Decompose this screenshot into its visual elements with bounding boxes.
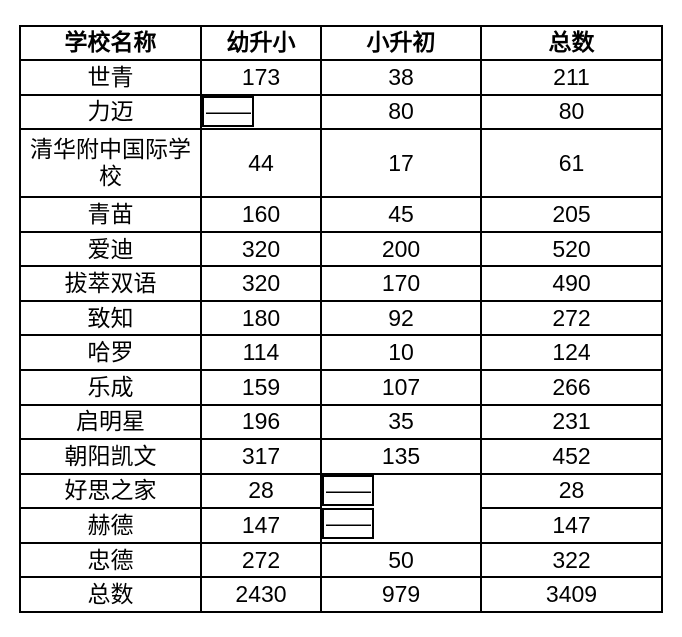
table-row: 赫德 147 —— 147: [19, 507, 663, 544]
cell-primary-to-middle: 135: [320, 438, 482, 475]
cell-primary-to-middle: ——: [322, 474, 374, 506]
cell-primary-to-middle: 35: [320, 403, 482, 441]
cell-school-name: 哈罗: [19, 334, 202, 372]
cell-school-name: 拔萃双语: [19, 265, 202, 302]
school-name-label: 启明星: [76, 408, 145, 435]
cell-school-name: 世青: [19, 59, 202, 96]
column-header-school: 学校名称: [19, 25, 202, 61]
cell-kinder-to-primary: 320: [200, 265, 322, 302]
table-body: 世青 173 38 211 力迈 —— 80 80 清华附中国际学校 44 17…: [19, 59, 663, 613]
cell-kinder-to-primary: ——: [202, 95, 254, 127]
cell-primary-to-middle: 107: [320, 369, 482, 406]
school-enrollment-table: 学校名称 幼升小 小升初 总数 世青 173 38 211 力迈 —— 80 8…: [19, 25, 663, 613]
cell-primary-to-middle: 10: [320, 334, 482, 372]
cell-row-total: 322: [480, 541, 663, 579]
cell-totals-primary-to-middle: 979: [320, 576, 482, 613]
cell-totals-kinder-to-primary: 2430: [200, 576, 322, 613]
cell-school-name: 朝阳凯文: [19, 438, 202, 475]
cell-kinder-to-primary: 180: [200, 299, 322, 337]
cell-kinder-to-primary: 196: [200, 403, 322, 441]
cell-row-total: 266: [480, 369, 663, 406]
cell-school-name: 乐成: [19, 369, 202, 406]
cell-school-name: 力迈: [19, 93, 202, 131]
cell-kinder-to-primary: 173: [200, 59, 322, 96]
table-row: 朝阳凯文 317 135 452: [19, 438, 663, 475]
school-name-label: 赫德: [87, 512, 134, 539]
cell-school-name: 启明星: [19, 403, 202, 441]
table-row: 清华附中国际学校 44 17 61: [19, 128, 663, 199]
cell-school-name: 爱迪: [19, 230, 202, 268]
cell-row-total: 124: [480, 334, 663, 372]
cell-school-name: 清华附中国际学校: [19, 128, 202, 199]
cell-row-total: 452: [480, 438, 663, 475]
cell-school-name: 致知: [19, 299, 202, 337]
school-name-label: 拔萃双语: [64, 270, 157, 297]
cell-school-name: 好思之家: [19, 472, 202, 510]
table-row: 力迈 —— 80 80: [19, 93, 663, 131]
cell-kinder-to-primary: 317: [200, 438, 322, 475]
school-name-label: 青苗: [87, 200, 134, 227]
cell-kinder-to-primary: 44: [200, 128, 322, 199]
table-row: 青苗 160 45 205: [19, 196, 663, 233]
cell-primary-to-middle: 200: [320, 230, 482, 268]
cell-row-total: 231: [480, 403, 663, 441]
cell-row-total: 205: [480, 196, 663, 233]
table-row: 启明星 196 35 231: [19, 403, 663, 441]
table-row: 乐成 159 107 266: [19, 369, 663, 406]
column-header-total: 总数: [480, 25, 663, 61]
cell-primary-to-middle: 170: [320, 265, 482, 302]
cell-row-total: 272: [480, 299, 663, 337]
cell-row-total: 147: [480, 507, 663, 544]
cell-row-total: 28: [480, 472, 663, 510]
cell-primary-to-middle: ——: [322, 508, 374, 540]
table-row: 忠德 272 50 322: [19, 541, 663, 579]
cell-kinder-to-primary: 320: [200, 230, 322, 268]
school-name-label: 世青: [87, 63, 134, 90]
cell-kinder-to-primary: 272: [200, 541, 322, 579]
cell-primary-to-middle: 45: [320, 196, 482, 233]
cell-primary-to-middle: 80: [320, 93, 482, 131]
table-row: 拔萃双语 320 170 490: [19, 265, 663, 302]
cell-primary-to-middle: 17: [320, 128, 482, 199]
cell-row-total: 520: [480, 230, 663, 268]
cell-kinder-to-primary: 28: [200, 472, 322, 510]
table-header-row: 学校名称 幼升小 小升初 总数: [19, 25, 663, 61]
cell-row-total: 61: [480, 128, 663, 199]
table-totals-row: 总数 2430 979 3409: [19, 576, 663, 613]
school-name-label: 乐成: [87, 373, 134, 400]
school-name-label: 力迈: [87, 98, 134, 125]
table-row: 好思之家 28 —— 28: [19, 472, 663, 510]
cell-row-total: 490: [480, 265, 663, 302]
enrollment-table-container: 学校名称 幼升小 小升初 总数 世青 173 38 211 力迈 —— 80 8…: [19, 25, 663, 613]
table-row: 哈罗 114 10 124: [19, 334, 663, 372]
table-row: 世青 173 38 211: [19, 59, 663, 96]
school-name-label: 朝阳凯文: [64, 442, 157, 469]
column-header-primary-to-middle: 小升初: [320, 25, 482, 61]
column-header-kinder-to-primary: 幼升小: [200, 25, 322, 61]
school-name-label: 爱迪: [87, 235, 134, 262]
school-name-label: 忠德: [87, 546, 134, 573]
cell-row-total: 80: [480, 93, 663, 131]
cell-school-name: 赫德: [19, 507, 202, 544]
cell-row-total: 211: [480, 59, 663, 96]
cell-totals-label: 总数: [19, 576, 202, 613]
cell-primary-to-middle: 92: [320, 299, 482, 337]
cell-kinder-to-primary: 114: [200, 334, 322, 372]
school-name-label: 清华附中国际学校: [30, 136, 191, 190]
cell-kinder-to-primary: 147: [200, 507, 322, 544]
school-name-label: 致知: [87, 304, 134, 331]
cell-school-name: 忠德: [19, 541, 202, 579]
cell-kinder-to-primary: 160: [200, 196, 322, 233]
cell-primary-to-middle: 38: [320, 59, 482, 96]
table-row: 致知 180 92 272: [19, 299, 663, 337]
school-name-label: 哈罗: [87, 339, 134, 366]
school-name-label: 好思之家: [64, 477, 157, 504]
cell-school-name: 青苗: [19, 196, 202, 233]
cell-grand-total: 3409: [480, 576, 663, 613]
cell-primary-to-middle: 50: [320, 541, 482, 579]
cell-kinder-to-primary: 159: [200, 369, 322, 406]
table-row: 爱迪 320 200 520: [19, 230, 663, 268]
